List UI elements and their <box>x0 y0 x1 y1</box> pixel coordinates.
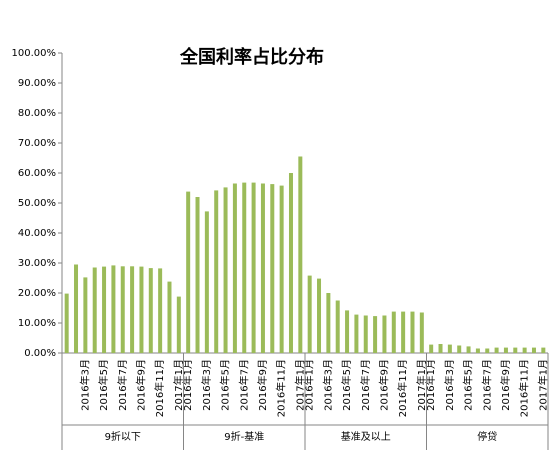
chart-title: 全国利率占比分布 <box>179 46 324 68</box>
x-tick-label: 2017年1月 <box>536 359 549 411</box>
x-tick-label: 2016年1月 <box>181 359 194 411</box>
bar <box>251 182 256 353</box>
bar <box>447 344 452 353</box>
bar <box>92 267 97 353</box>
x-tick-label: 2017年1月 <box>415 359 428 411</box>
y-tick-label: 10.00% <box>18 318 56 329</box>
bar <box>260 183 265 353</box>
y-tick-label: 30.00% <box>18 258 56 269</box>
x-tick-label: 2016年3月 <box>200 359 213 411</box>
y-tick-label: 60.00% <box>18 168 56 179</box>
bar <box>186 191 191 353</box>
bar <box>354 314 359 353</box>
x-tick-label: 2016年11月 <box>518 359 531 417</box>
x-tick-label: 2017年1月 <box>293 359 306 411</box>
bar <box>503 347 508 353</box>
bar <box>102 266 107 353</box>
x-tick-label: 2016年9月 <box>377 359 390 411</box>
bar <box>130 266 135 353</box>
bar <box>298 156 303 353</box>
bar <box>466 346 471 353</box>
y-tick-label: 100.00% <box>12 48 57 59</box>
x-tick-label: 2016年9月 <box>256 359 269 411</box>
bar <box>391 311 396 353</box>
bar <box>167 281 172 353</box>
x-tick-label: 2016年7月 <box>480 359 493 411</box>
bar <box>158 268 163 353</box>
bar <box>242 182 247 353</box>
bar <box>139 266 144 353</box>
bar <box>531 347 536 353</box>
x-tick-label: 2016年5月 <box>97 359 110 411</box>
y-tick-label: 90.00% <box>18 78 56 89</box>
bar <box>373 316 378 353</box>
bar <box>288 173 293 353</box>
bar <box>326 293 331 353</box>
bar <box>513 347 518 353</box>
x-tick-label: 2016年11月 <box>275 359 288 417</box>
bar <box>307 275 312 353</box>
bar <box>279 185 284 353</box>
x-tick-label: 2016年3月 <box>78 359 91 411</box>
x-tick-label: 2016年5月 <box>462 359 475 411</box>
x-tick-label: 2016年7月 <box>116 359 129 411</box>
bar <box>120 266 125 353</box>
bar <box>429 344 434 353</box>
y-tick-label: 0.00% <box>24 348 56 359</box>
bar <box>335 300 340 353</box>
x-tick-label: 2016年5月 <box>340 359 353 411</box>
bar <box>522 347 527 353</box>
y-tick-label: 50.00% <box>18 198 56 209</box>
bar <box>317 278 322 353</box>
y-tick-label: 70.00% <box>18 138 56 149</box>
x-tick-label: 2016年3月 <box>321 359 334 411</box>
bar <box>475 348 480 353</box>
bar <box>74 264 79 353</box>
bar <box>232 183 237 353</box>
x-tick-label: 2016年1月 <box>303 359 316 411</box>
bar <box>419 312 424 353</box>
bar <box>83 277 88 353</box>
bar <box>148 268 153 353</box>
x-tick-label: 2016年11月 <box>153 359 166 417</box>
x-tick-label: 2016年7月 <box>237 359 250 411</box>
x-tick-label: 2016年11月 <box>396 359 409 417</box>
bar <box>223 187 228 353</box>
bar <box>204 211 209 353</box>
bar <box>541 347 546 353</box>
bar <box>64 293 69 353</box>
group-label: 9折-基准 <box>224 430 264 443</box>
group-label: 基准及以上 <box>341 430 391 443</box>
y-tick-label: 20.00% <box>18 288 56 299</box>
bar <box>214 190 219 353</box>
group-label: 9折以下 <box>105 430 141 443</box>
x-tick-label: 2017年1月 <box>172 359 185 411</box>
bar <box>457 345 462 353</box>
bar <box>176 296 181 353</box>
bar <box>270 184 275 353</box>
bar <box>401 311 406 353</box>
x-tick-label: 2016年7月 <box>359 359 372 411</box>
x-tick-label: 2016年5月 <box>219 359 232 411</box>
bar <box>382 315 387 353</box>
x-tick-label: 2016年3月 <box>443 359 456 411</box>
group-label: 停贷 <box>477 430 497 443</box>
bar <box>485 348 490 353</box>
bar <box>438 344 443 353</box>
bar <box>345 310 350 353</box>
y-tick-label: 40.00% <box>18 228 56 239</box>
x-tick-label: 2016年9月 <box>134 359 147 411</box>
bar <box>111 265 116 353</box>
bar <box>410 311 415 353</box>
y-tick-label: 80.00% <box>18 108 56 119</box>
x-tick-label: 2016年9月 <box>499 359 512 411</box>
bar <box>195 197 200 353</box>
bar <box>363 315 368 353</box>
x-tick-label: 2016年1月 <box>424 359 437 411</box>
bar <box>494 347 499 353</box>
